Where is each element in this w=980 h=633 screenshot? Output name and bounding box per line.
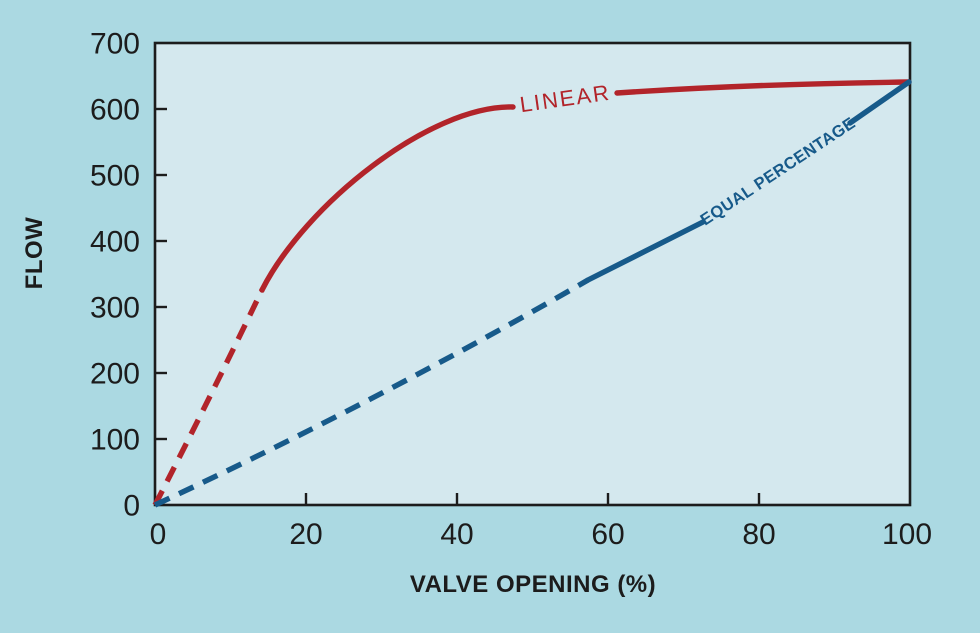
y-tick-label-100: 100 [90, 424, 140, 457]
y-tick-label-700: 700 [90, 28, 140, 61]
x-tick-label-40: 40 [440, 518, 473, 551]
equal-percentage-dashed-segment [153, 277, 590, 508]
linear-curve-dashed-segment [152, 288, 265, 507]
equal-percentage-solid-segment-right [847, 79, 912, 126]
y-tick-label-400: 400 [90, 226, 140, 259]
linear-curve-solid-segment-right [614, 79, 912, 96]
y-tick-label-600: 600 [90, 94, 140, 127]
linear-curve-solid-segment [259, 104, 516, 293]
x-axis-labels: 0 20 40 60 80 100 [150, 518, 932, 551]
y-tick-label-500: 500 [90, 160, 140, 193]
x-tick-label-0: 0 [150, 518, 167, 551]
y-tick-label-0: 0 [123, 490, 140, 523]
series-linear: LINEAR [152, 79, 912, 507]
y-axis-title: FLOW [21, 217, 48, 290]
equal-percentage-solid-segment [585, 219, 706, 283]
y-tick-label-200: 200 [90, 358, 140, 391]
x-axis-title: VALVE OPENING (%) [410, 571, 656, 598]
y-axis-labels: 700 600 500 400 300 200 100 0 [90, 28, 140, 523]
x-axis-ticks [304, 493, 761, 505]
y-axis-ticks [155, 107, 167, 441]
x-tick-label-60: 60 [591, 518, 624, 551]
plot-area [153, 41, 912, 507]
y-tick-label-300: 300 [90, 292, 140, 325]
x-tick-label-80: 80 [742, 518, 775, 551]
x-tick-label-20: 20 [289, 518, 322, 551]
x-tick-label-100: 100 [882, 518, 932, 551]
